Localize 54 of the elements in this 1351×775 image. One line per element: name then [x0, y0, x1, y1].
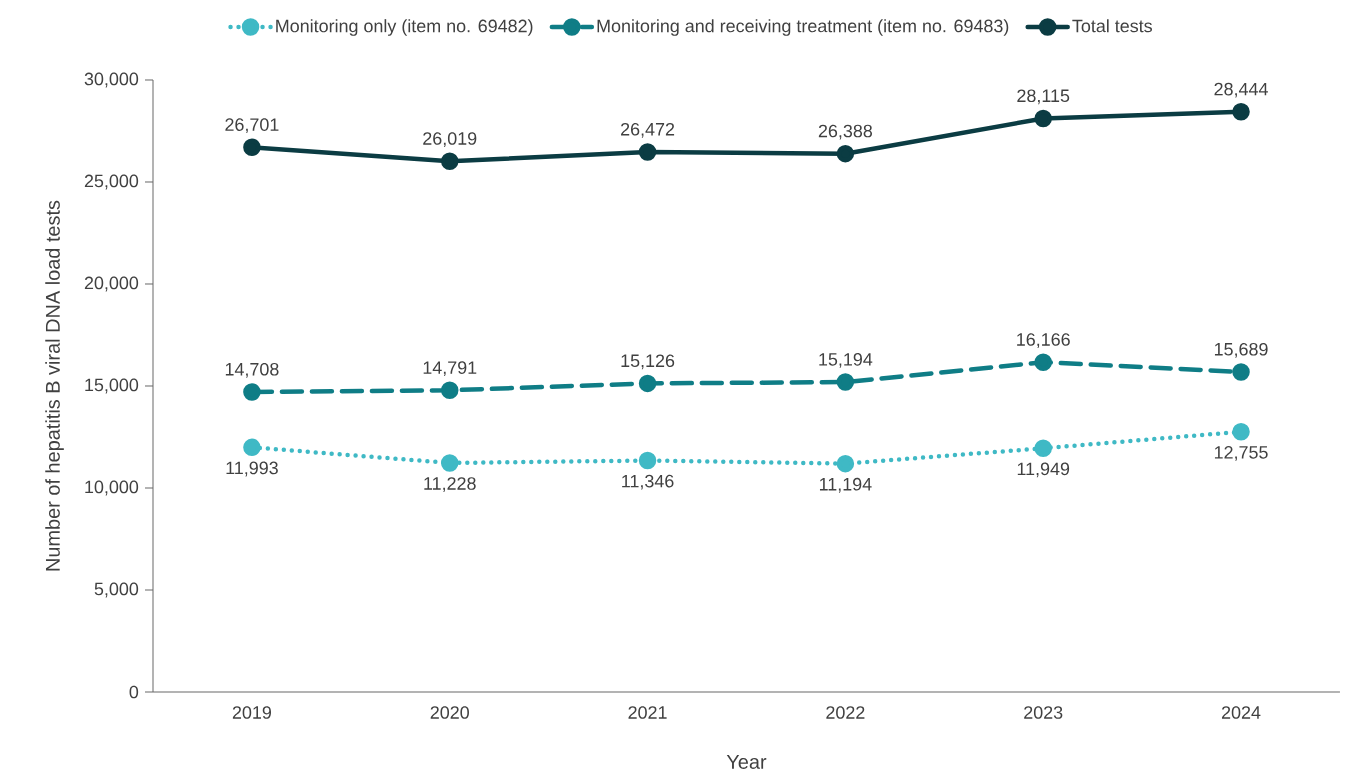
point: [1232, 363, 1250, 381]
point: [440, 454, 459, 472]
data-label: 14,708: [225, 362, 279, 378]
point: [440, 152, 459, 171]
data-label: 26,472: [621, 122, 675, 138]
point: [638, 143, 657, 161]
point: [440, 381, 459, 400]
legend-label: Monitoring only (item no. 69482): [276, 19, 533, 36]
data-label: 11,228: [424, 477, 476, 493]
point: [836, 454, 855, 473]
legend-label: Total tests: [1072, 19, 1152, 33]
data-label: 11,993: [226, 461, 278, 477]
point: [1034, 439, 1052, 458]
point: [638, 374, 657, 393]
data-label: 16,166: [1017, 333, 1070, 349]
legend-label: Monitoring and receiving treatment (item no. 69483): [597, 19, 1009, 36]
x-tick-label: 2022: [826, 706, 865, 719]
x-tick-label: 2024: [1221, 706, 1261, 719]
data-label: 28,115: [1017, 89, 1070, 105]
data-label: 15,689: [1214, 342, 1268, 358]
point: [1232, 423, 1250, 441]
data-label: 11,194: [819, 477, 872, 493]
data-label: 14,791: [423, 361, 477, 377]
data-label: 26,019: [423, 132, 477, 148]
x-tick-label: 2023: [1024, 706, 1063, 719]
point: [243, 138, 261, 157]
point: [1034, 353, 1052, 372]
data-label: 28,444: [1214, 82, 1268, 98]
y-tick-label: 30,000: [84, 72, 139, 88]
point: [1232, 103, 1250, 121]
point: [1034, 109, 1052, 128]
x-axis-title: Year: [726, 755, 767, 769]
point: [638, 451, 657, 470]
y-tick-label: 10,000: [85, 480, 139, 496]
y-tick-label: 25,000: [84, 174, 139, 190]
y-axis-title: Number of hepatitis B viral DNA load tests: [45, 200, 64, 571]
point: [836, 373, 855, 391]
point: [243, 383, 261, 401]
point: [836, 144, 855, 163]
x-tick-label: 2021: [628, 706, 667, 719]
y-tick-label: 20,000: [84, 276, 139, 292]
y-tick-label: 0: [129, 685, 139, 699]
x-tick-label: 2020: [430, 706, 469, 719]
y-tick-label: 5,000: [94, 582, 139, 598]
data-label: 12,755: [1214, 446, 1268, 461]
data-label: 11,346: [622, 474, 674, 490]
data-label: 26,701: [225, 118, 279, 134]
x-tick-label: 2019: [232, 706, 271, 719]
data-label: 15,126: [621, 354, 675, 370]
data-label: 15,194: [819, 353, 873, 368]
data-label: 26,388: [818, 124, 873, 140]
point: [243, 438, 261, 457]
y-tick-label: 15,000: [85, 378, 139, 394]
data-label: 11,949: [1017, 462, 1070, 478]
